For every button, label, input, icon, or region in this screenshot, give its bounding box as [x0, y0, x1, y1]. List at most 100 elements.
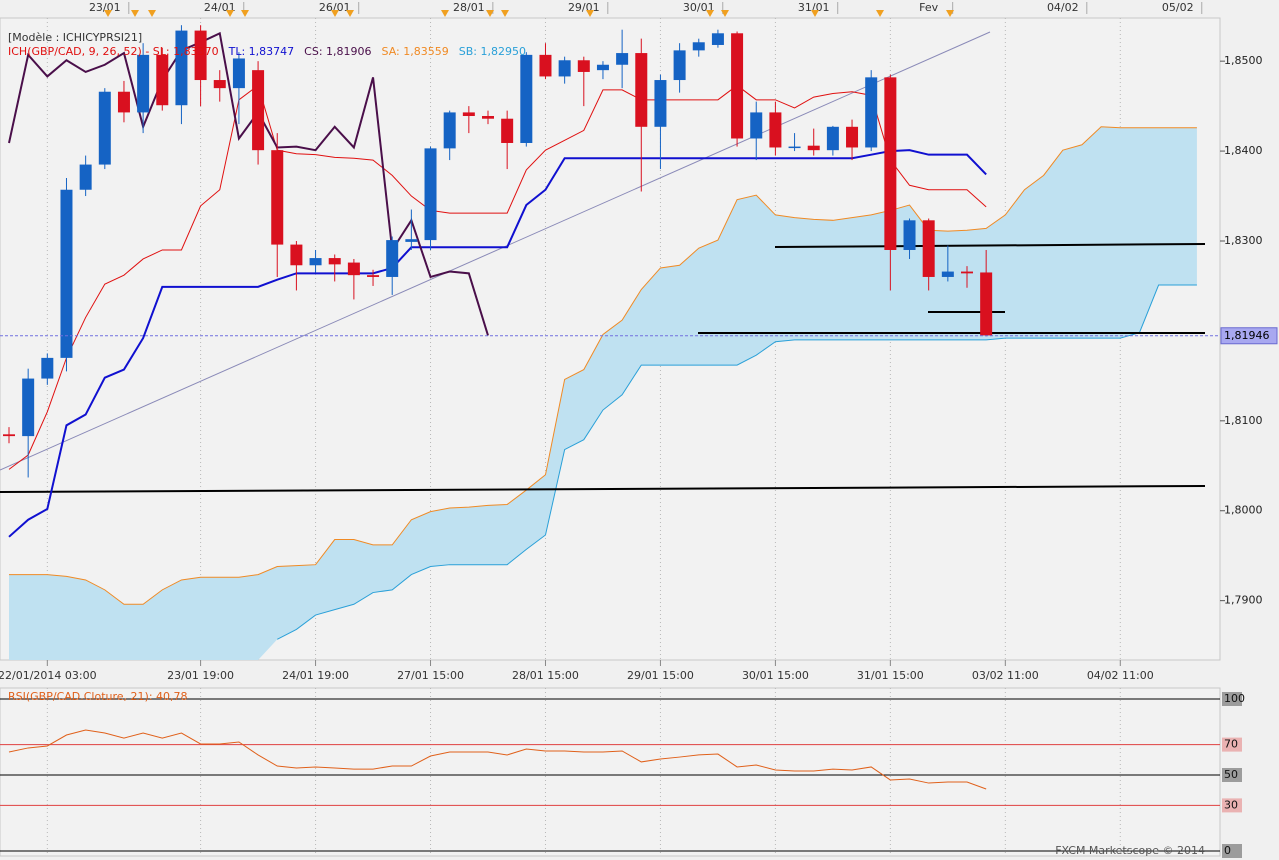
legend-entry: SA: 1,83559: [382, 45, 449, 58]
legend: ICH(GBP/CAD, 9, 26, 52) - SL: 1,83370 TL:…: [8, 45, 526, 58]
x-tick-label: 23/01 19:00: [167, 669, 234, 682]
candle-body: [980, 272, 993, 336]
candle-body: [865, 77, 878, 148]
x-tick-label: 31/01 15:00: [857, 669, 924, 682]
event-marker: [441, 10, 449, 17]
x-tick-label: 22/01/2014 03:00: [0, 669, 97, 682]
top-date-label: 31/01: [798, 1, 830, 14]
x-tick-label: 28/01 15:00: [512, 669, 579, 682]
candle-body: [558, 60, 571, 77]
y-tick-box: [1222, 844, 1242, 858]
drawings: [0, 31, 1206, 493]
x-tick-label: 24/01 19:00: [282, 669, 349, 682]
x-tick-label: 27/01 15:00: [397, 669, 464, 682]
candle-body: [635, 53, 648, 127]
event-marker: [946, 10, 954, 17]
x-tick-label: 29/01 15:00: [627, 669, 694, 682]
indicator-line: [277, 284, 1197, 640]
top-date-label: 04/02: [1047, 1, 1079, 14]
event-marker: [706, 10, 714, 17]
candle-body: [347, 262, 360, 276]
event-marker: [104, 10, 112, 17]
y-tick-box: [1222, 768, 1242, 782]
candle-body: [175, 30, 188, 106]
candle-body: [98, 91, 111, 165]
y-tick-box: [1222, 737, 1242, 752]
y-tick-label: 30: [1224, 798, 1238, 811]
event-marker: [241, 10, 249, 17]
candle-body: [692, 42, 705, 51]
legend-entry: SB: 1,82950: [459, 45, 526, 58]
candle-body: [750, 112, 763, 139]
y-tick-label: 70: [1224, 738, 1238, 751]
candle-body: [673, 50, 686, 81]
last-price-label: 1,81946: [1224, 329, 1270, 342]
candle-body: [961, 271, 973, 274]
candle-body: [711, 33, 724, 45]
candle-body: [271, 150, 284, 245]
model-label: [Modèle : ICHICYPRSI21]: [8, 31, 142, 44]
legend-entry: ICH(GBP/CAD, 9, 26, 52) - SL: 1,83370: [8, 45, 219, 58]
candle-body: [826, 126, 839, 151]
legend-entry: CS: 1,81906: [304, 45, 371, 58]
candle-body: [443, 112, 456, 149]
candle-body: [577, 60, 590, 72]
candle-body: [41, 357, 54, 379]
trend-line: [0, 31, 991, 471]
event-marker: [811, 10, 819, 17]
candle-body: [60, 189, 73, 358]
candle-body: [941, 271, 954, 277]
over-layer: [0, 25, 1220, 790]
candle-body: [788, 146, 801, 149]
candle-body: [769, 112, 782, 148]
event-marker: [486, 10, 494, 17]
top-date-label: 28/01: [453, 1, 485, 14]
x-tick-label: 04/02 11:00: [1087, 669, 1154, 682]
event-marker: [331, 10, 339, 17]
candle-body: [731, 33, 744, 139]
top-date-label: 05/02: [1162, 1, 1194, 14]
candle-body: [520, 54, 533, 143]
y-tick-label: 1,8100: [1224, 414, 1263, 427]
event-marker: [346, 10, 354, 17]
candle-body: [596, 64, 609, 71]
candle-body: [462, 112, 475, 117]
indicator-line: [8, 31, 489, 336]
candle-body: [903, 220, 916, 250]
indicator-line: [8, 149, 987, 538]
indicator-line: [9, 126, 1197, 605]
candle-body: [156, 54, 169, 106]
y-tick-box: [1222, 692, 1242, 706]
level-line: [0, 485, 1206, 493]
event-marker: [148, 10, 156, 17]
candle-body: [884, 77, 897, 250]
top-date-label: Fev: [919, 1, 938, 14]
candle-body: [424, 148, 437, 241]
candle-body: [616, 53, 629, 65]
x-tick-label: 03/02 11:00: [972, 669, 1039, 682]
event-marker: [131, 10, 139, 17]
event-marker: [721, 10, 729, 17]
y-tick-label: 1,7900: [1224, 594, 1263, 607]
level-line: [774, 243, 1206, 248]
y-tick-label: 1,8000: [1224, 504, 1263, 517]
y-tick-label: 1,8400: [1224, 144, 1263, 157]
under-layer: [0, 18, 1220, 856]
rsi-title: RSI(GBP/CAD.Cloture, 21): 40,78: [8, 690, 188, 703]
candle-body: [405, 239, 418, 242]
y-tick-label: 0: [1224, 844, 1231, 857]
y-tick-label: 1,8500: [1224, 54, 1263, 67]
candle-body: [482, 116, 494, 119]
candle-body: [3, 434, 15, 437]
candle-body: [22, 378, 35, 437]
footer: FXCM Marketscope © 2014: [1055, 844, 1205, 857]
candle-body: [501, 118, 514, 143]
candle-body: [386, 240, 399, 277]
candle-body: [539, 54, 552, 77]
y-tick-box: [1222, 798, 1242, 813]
top-date-label: 29/01: [568, 1, 600, 14]
indicator-line: [8, 84, 987, 470]
